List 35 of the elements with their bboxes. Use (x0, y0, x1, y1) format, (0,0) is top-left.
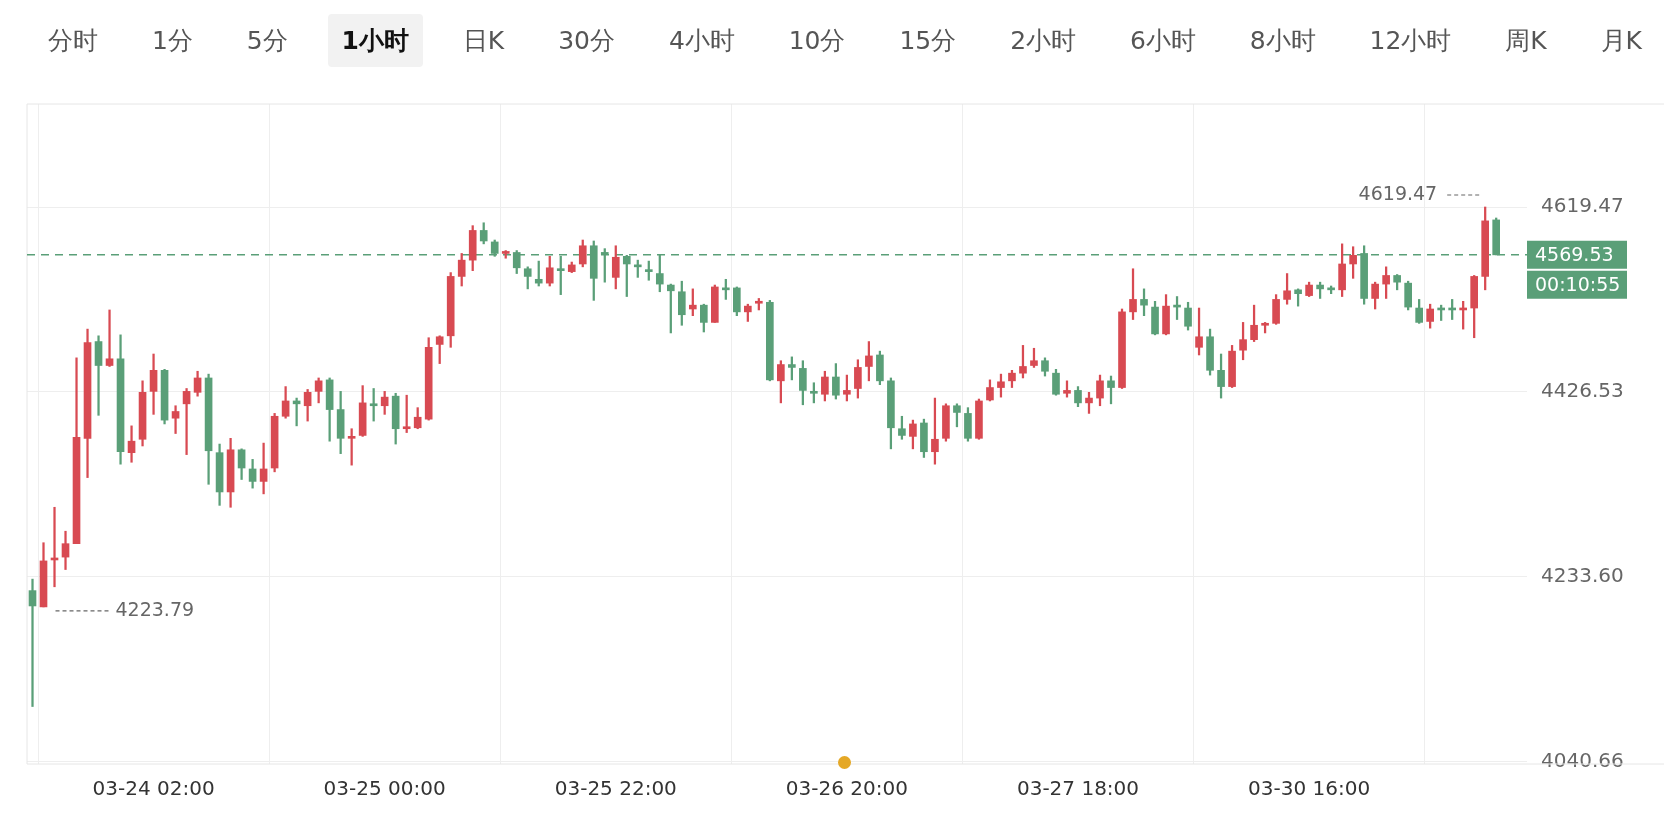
y-tick-label: 4619.47 (1541, 193, 1624, 218)
candlestick (94, 335, 103, 416)
annotation: 4619.47 (1358, 181, 1438, 204)
text: 2小时 (1009, 24, 1078, 57)
annotation: 4223.79 (115, 597, 195, 620)
x-tick-label: 03-30 16:00 (1248, 776, 1371, 801)
y-tick-label: 4426.53 (1541, 378, 1624, 403)
text: 30分 (557, 24, 616, 57)
text: 月K (1599, 24, 1643, 57)
text: 00:10:55 (1535, 272, 1621, 295)
x-tick-label: 03-25 00:00 (323, 776, 446, 801)
text: 1小时 (327, 13, 423, 67)
text: 分时 (47, 24, 99, 57)
y-tick-label: 4040.66 (1541, 747, 1624, 772)
text: 6小时 (1128, 24, 1197, 57)
x-tick-label: 03-27 18:00 (1016, 776, 1140, 801)
text: 4小时 (667, 24, 736, 57)
text: 8小时 (1248, 24, 1317, 57)
candlestick (182, 388, 191, 455)
candlestick (259, 442, 268, 495)
x-tick-label: 03-26 20:00 (785, 776, 908, 801)
text: 5分 (245, 24, 289, 57)
text: 1分 (150, 24, 194, 57)
x-tick-label: 03-25 22:00 (554, 776, 677, 801)
candlestick (28, 578, 37, 707)
candlestick (105, 309, 114, 367)
text: 周K (1504, 24, 1548, 57)
ref-line-label: 4569.53 (1535, 242, 1614, 265)
text: 日K (461, 24, 506, 57)
text: 10分 (787, 24, 847, 57)
x-tick-label: 03-24 02:00 (92, 776, 215, 801)
candlestick (171, 405, 180, 434)
text: 15分 (898, 24, 958, 57)
text: 12小时 (1368, 24, 1453, 57)
y-tick-label: 4233.60 (1541, 562, 1624, 587)
